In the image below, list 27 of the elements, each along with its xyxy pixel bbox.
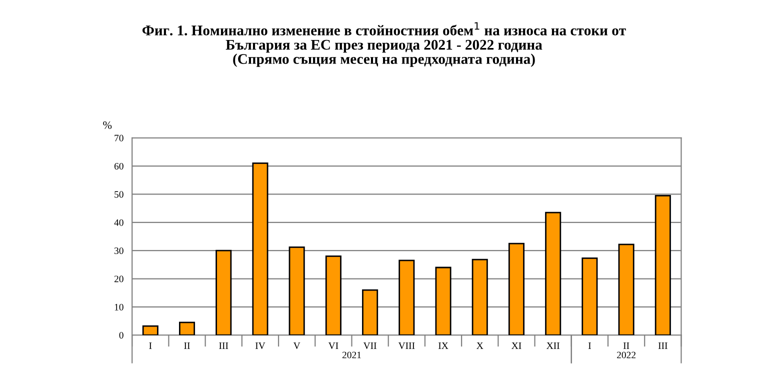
x-tick-label: IV — [255, 342, 266, 349]
x-tick-label: V — [293, 342, 300, 349]
y-tick-label: 20 — [114, 276, 124, 282]
x-tick-label: II — [623, 342, 630, 349]
y-tick-label: 0 — [119, 332, 124, 339]
x-tick-label: III — [658, 342, 668, 349]
text: 2021 — [342, 352, 361, 358]
y-axis-title: % — [103, 121, 112, 129]
x-tick-label: VIII — [398, 342, 415, 349]
y-tick-label: 60 — [114, 162, 124, 170]
x-tick-label: VII — [363, 342, 376, 349]
x-tick-label: VI — [328, 342, 338, 349]
y-tick-label: 30 — [114, 248, 124, 254]
text: 2022 — [617, 352, 636, 358]
x-tick-label: X — [476, 342, 484, 349]
y-tick-label: 10 — [114, 304, 124, 310]
y-tick-label: 50 — [114, 191, 124, 198]
x-tick-label: XI — [512, 342, 522, 349]
x-tick-label: II — [184, 342, 190, 349]
y-tick-label: 40 — [114, 219, 124, 226]
x-tick-label: I — [149, 342, 152, 349]
x-tick-label: XII — [546, 342, 560, 349]
x-tick-label: I — [588, 342, 591, 349]
chart-title: Фиг. 1. Номинално изменение в стойностния обем$^{1}$ на износа на стоки от България за ЕС през периода 2021 - 2022 година (Спрямо същия месец на предходната година) — [142, 22, 626, 67]
x-tick-label: IX — [438, 342, 448, 349]
x-tick-label: III — [219, 342, 228, 349]
y-tick-label: 70 — [114, 134, 124, 142]
